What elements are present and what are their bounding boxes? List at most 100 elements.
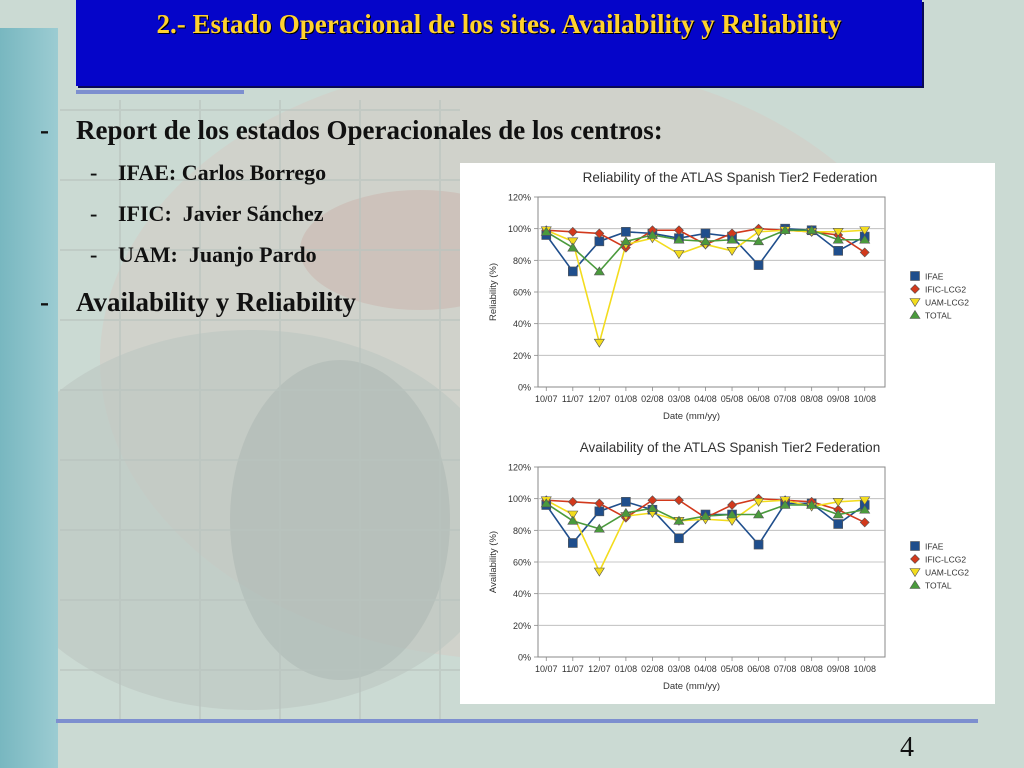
chart-0-point-3-1 <box>567 242 579 252</box>
chart-0-xtick-label: 02/08 <box>641 394 664 404</box>
chart-0-legend-label-3: TOTAL <box>925 311 952 321</box>
chart-0-point-2-8 <box>753 228 765 237</box>
chart-0-point-0-3 <box>621 227 631 237</box>
chart-1-ylabel: Availability (%) <box>488 531 499 593</box>
chart-1-point-3-4 <box>646 503 658 512</box>
chart-1-point-3-2 <box>593 523 605 533</box>
chart-0-point-2-1 <box>567 237 579 247</box>
chart-0-point-0-8 <box>753 260 764 270</box>
chart-1-legend-label-1: IFIC-LCG2 <box>925 555 966 565</box>
chart-0-point-2-5 <box>673 250 685 260</box>
chart-1-xtick-label: 06/08 <box>747 664 770 674</box>
chart-1-point-2-2 <box>593 567 605 577</box>
chart-0-ytick-label: 80% <box>513 256 531 266</box>
chart-0-point-1-1 <box>567 226 578 237</box>
chart-1-ytick-label: 80% <box>513 526 531 536</box>
bullet-2-text: Availability y Reliability <box>76 287 357 317</box>
chart-1-legend-label-0: IFAE <box>925 542 944 552</box>
chart-1-point-3-3 <box>620 507 632 517</box>
chart-0-point-1-12 <box>859 247 870 258</box>
chart-1-legend-label-2: UAM-LCG2 <box>925 568 969 578</box>
chart-0-xtick-label: 12/07 <box>588 394 611 404</box>
chart-0-ytick-label: 40% <box>513 319 531 329</box>
chart-1-point-0-8 <box>753 539 764 550</box>
chart-0-ytick-label: 60% <box>513 288 531 298</box>
chart-0-legend-label-2: UAM-LCG2 <box>925 298 969 308</box>
chart-1-xlabel: Date (mm/yy) <box>663 681 720 692</box>
bullet-1-text: Report de los estados Operacionales de l… <box>76 115 663 145</box>
chart-0-xtick-label: 09/08 <box>827 394 850 404</box>
chart-0-xtick-label: 08/08 <box>800 394 823 404</box>
chart-1-point-3-6 <box>699 511 712 520</box>
chart-0-point-2-7 <box>726 247 738 256</box>
page-number: 4 <box>900 732 914 763</box>
availability-chart: Availability of the ATLAS Spanish Tier2 … <box>488 440 969 692</box>
chart-0-point-3-11 <box>832 234 844 244</box>
chart-0-point-2-2 <box>593 338 605 348</box>
chart-0-legend-marker-1 <box>910 284 920 294</box>
title-underline <box>76 90 244 94</box>
chart-0-point-2-11 <box>832 228 844 237</box>
chart-1-xtick-label: 07/08 <box>774 664 797 674</box>
chart-1-title: Availability of the ATLAS Spanish Tier2 … <box>580 440 880 455</box>
chart-1-xtick-label: 11/07 <box>562 664 584 674</box>
title-banner: 2.- Estado Operacional de los sites. Ava… <box>76 0 922 86</box>
chart-0-xtick-label: 06/08 <box>747 394 770 404</box>
chart-0-xtick-label: 07/08 <box>774 394 797 404</box>
chart-1-ytick-label: 40% <box>513 589 531 599</box>
chart-1-point-3-5 <box>673 515 685 525</box>
reliability-chart: Reliability of the ATLAS Spanish Tier2 F… <box>488 170 969 422</box>
charts-panel: Reliability of the ATLAS Spanish Tier2 F… <box>460 163 995 704</box>
footer-rule <box>56 719 978 723</box>
chart-0-ytick-label: 100% <box>508 224 531 234</box>
chart-1-xtick-label: 12/07 <box>588 664 611 674</box>
chart-1-legend-marker-1 <box>910 554 920 564</box>
chart-0-xlabel: Date (mm/yy) <box>663 411 720 422</box>
chart-1-point-1-1 <box>567 496 578 507</box>
chart-0-title: Reliability of the ATLAS Spanish Tier2 F… <box>583 170 878 185</box>
chart-1-ytick-label: 20% <box>513 621 531 631</box>
chart-1-point-1-2 <box>594 498 605 509</box>
chart-0-point-3-0 <box>540 226 552 236</box>
chart-0-point-0-11 <box>833 246 843 256</box>
chart-0-point-3-3 <box>620 236 632 246</box>
slide-title: 2.- Estado Operacional de los sites. Ava… <box>156 9 842 39</box>
chart-0-point-3-4 <box>646 229 658 239</box>
chart-1-point-3-12 <box>859 504 871 514</box>
chart-1-point-3-8 <box>753 509 765 519</box>
chart-0-legend-marker-0 <box>910 271 920 281</box>
chart-0-point-2-12 <box>859 226 871 236</box>
chart-0-point-3-5 <box>673 234 685 244</box>
left-decorative-band <box>0 28 58 768</box>
subitem-uam-text: UAM: Juanjo Pardo <box>118 242 317 267</box>
chart-1-point-0-11 <box>833 519 843 529</box>
chart-0-legend-marker-3 <box>909 309 921 319</box>
chart-0-point-3-8 <box>753 236 765 246</box>
chart-0-xtick-label: 01/08 <box>615 394 638 404</box>
chart-1-xtick-label: 08/08 <box>800 664 823 674</box>
chart-0-point-1-2 <box>594 228 605 239</box>
chart-1-point-2-11 <box>832 498 844 507</box>
chart-1-point-3-0 <box>540 498 552 508</box>
chart-1-point-3-11 <box>832 509 844 519</box>
chart-0-xtick-label: 11/07 <box>562 394 584 404</box>
chart-0-xtick-label: 10/07 <box>535 394 558 404</box>
chart-0-point-3-2 <box>593 266 605 276</box>
chart-0-legend-label-1: IFIC-LCG2 <box>925 285 966 295</box>
subitem-ific-text: IFIC: Javier Sánchez <box>118 201 324 226</box>
chart-1-xtick-label: 01/08 <box>615 664 638 674</box>
chart-1-ytick-label: 60% <box>513 558 531 568</box>
chart-1-xtick-label: 03/08 <box>668 664 691 674</box>
chart-1-legend-marker-2 <box>909 568 921 578</box>
chart-0-point-3-6 <box>699 236 712 246</box>
chart-1-point-3-9 <box>779 499 791 509</box>
chart-0-point-3-7 <box>726 234 738 244</box>
chart-0-point-0-1 <box>568 266 578 277</box>
chart-1-legend-marker-0 <box>910 541 920 551</box>
chart-0-point-3-10 <box>806 225 818 235</box>
chart-1-point-1-12 <box>859 517 870 528</box>
chart-1-ytick-label: 0% <box>518 653 531 663</box>
chart-1-xtick-label: 10/07 <box>535 664 558 674</box>
chart-0-ytick-label: 0% <box>518 383 531 393</box>
chart-1-point-2-1 <box>567 510 579 520</box>
